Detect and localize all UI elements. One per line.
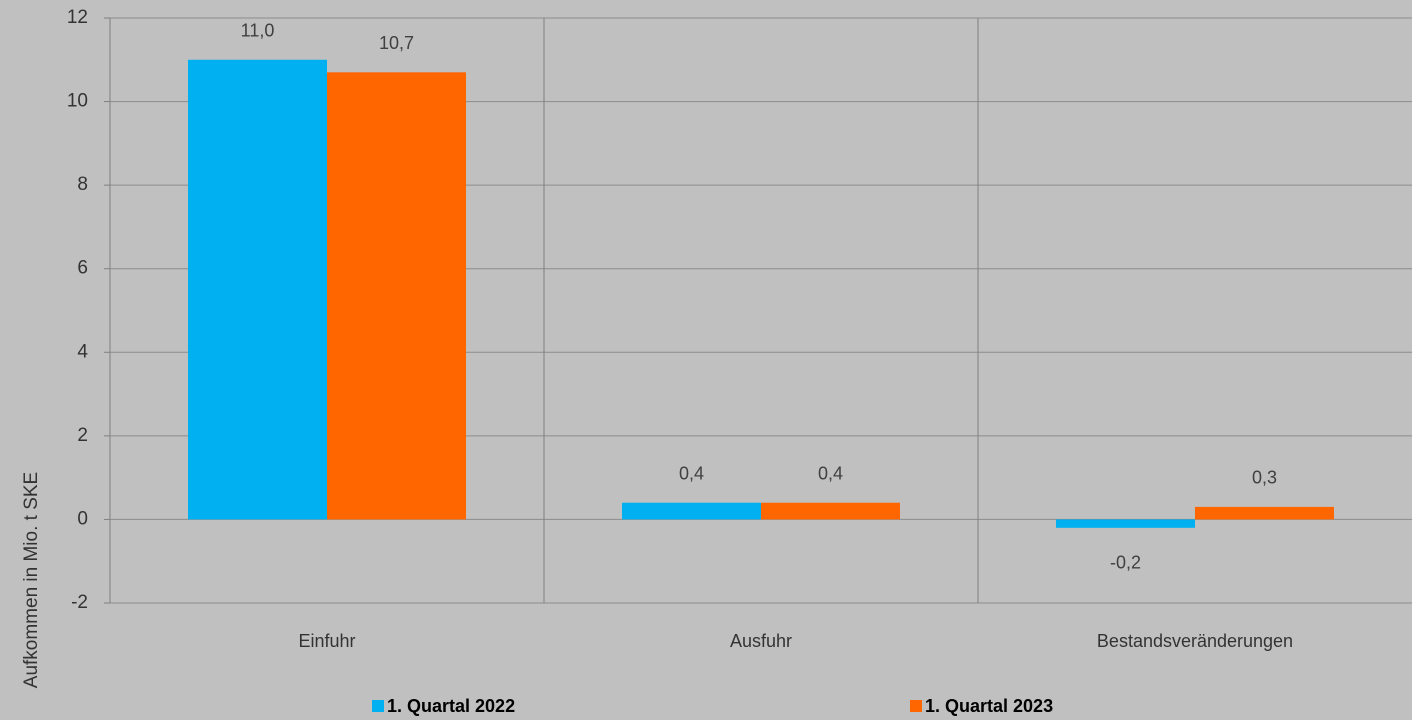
- y-tick-label: 6: [77, 258, 88, 279]
- bar: [1195, 506, 1334, 520]
- y-tick-label: 8: [77, 174, 88, 195]
- x-tick-label: Bestandsveränderungen: [1097, 631, 1293, 651]
- y-tick-label: 10: [67, 91, 88, 112]
- y-tick-label: 0: [77, 508, 88, 529]
- x-tick-label: Ausfuhr: [730, 631, 792, 651]
- y-axis-title: Aufkommen in Mio. t SKE: [21, 472, 42, 688]
- x-tick-label: Einfuhr: [298, 631, 355, 651]
- y-tick-label: -2: [71, 592, 88, 613]
- y-tick-label: 4: [77, 341, 88, 362]
- legend-label: 1. Quartal 2023: [925, 696, 1053, 716]
- data-label: 0,4: [818, 463, 843, 483]
- data-label: 0,3: [1252, 468, 1277, 488]
- bar: [761, 502, 900, 520]
- data-label: 10,7: [379, 33, 414, 53]
- y-tick-label: 12: [67, 7, 88, 28]
- y-tick-label: 2: [77, 425, 88, 446]
- bar: [622, 502, 761, 520]
- bar: [188, 59, 327, 520]
- data-label: -0,2: [1110, 553, 1141, 573]
- legend-swatch: [372, 700, 384, 712]
- data-label: 0,4: [679, 463, 704, 483]
- bar: [327, 72, 466, 520]
- legend-swatch: [910, 700, 922, 712]
- bar: [1056, 519, 1195, 528]
- data-label: 11,0: [241, 21, 275, 41]
- legend-label: 1. Quartal 2022: [387, 696, 515, 716]
